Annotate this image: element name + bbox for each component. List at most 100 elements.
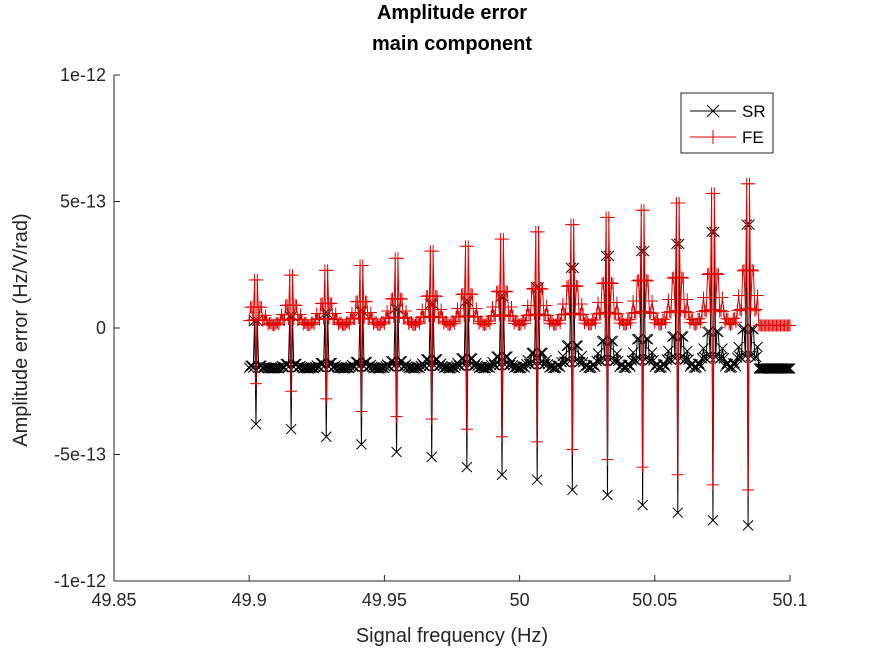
data-point-fe — [592, 296, 605, 309]
data-point-fe — [483, 317, 496, 330]
legend-box — [680, 92, 774, 154]
legend-label-sr: SR — [742, 102, 766, 121]
x-axis-label: Signal frequency (Hz) — [356, 625, 548, 647]
data-point-sr — [712, 326, 724, 338]
data-point-fe — [706, 478, 719, 491]
data-point-sr — [748, 324, 759, 335]
data-point-sr — [419, 360, 431, 372]
data-point-sr — [488, 359, 500, 371]
data-point-sr — [672, 507, 684, 519]
data-point-sr — [781, 363, 793, 374]
data-point-fe — [748, 304, 761, 317]
data-point-fe — [490, 285, 503, 298]
data-point-sr — [576, 350, 588, 362]
data-point-fe — [681, 293, 694, 306]
data-point-sr — [523, 358, 535, 370]
data-point-fe — [417, 310, 430, 323]
data-point-fe — [609, 307, 622, 320]
data-point-sr — [443, 362, 455, 374]
data-point-fe — [747, 264, 760, 277]
data-point-fe — [517, 314, 530, 327]
data-point-fe — [750, 303, 763, 316]
data-point-fe — [732, 289, 745, 302]
data-point-fe — [451, 302, 464, 315]
data-point-sr — [595, 355, 607, 367]
data-point-fe — [486, 300, 499, 313]
data-point-sr — [642, 334, 654, 345]
plot-area — [243, 177, 796, 531]
data-point-fe — [521, 299, 534, 312]
data-point-fe — [364, 306, 377, 319]
data-point-fe — [356, 259, 369, 272]
data-point-sr — [780, 363, 792, 374]
data-point-fe — [601, 453, 614, 466]
data-point-fe — [560, 280, 573, 293]
data-point-fe — [736, 264, 749, 277]
data-point-fe — [425, 413, 438, 426]
data-point-fe — [710, 267, 723, 280]
data-point-fe — [464, 287, 477, 300]
data-point-fe — [701, 268, 714, 281]
data-point-fe — [716, 291, 729, 304]
data-point-fe — [743, 177, 756, 190]
data-point-fe — [733, 303, 746, 316]
x-tick-label: 50.05 — [632, 590, 677, 610]
data-point-fe — [294, 308, 307, 321]
data-point-fe — [671, 468, 684, 481]
data-point-fe — [663, 305, 676, 318]
data-point-fe — [391, 252, 404, 265]
data-point-fe — [452, 310, 465, 323]
data-point-sr — [607, 335, 619, 347]
data-point-sr — [572, 340, 584, 352]
data-point-fe — [325, 297, 338, 310]
data-point-sr — [453, 360, 465, 371]
data-point-fe — [662, 293, 675, 306]
data-point-sr — [665, 354, 677, 366]
data-point-fe — [466, 288, 479, 301]
data-point-sr — [752, 341, 763, 353]
data-point-fe — [636, 461, 649, 474]
y-tick-label: 1e-12 — [60, 65, 106, 85]
data-point-fe — [593, 307, 606, 320]
chart-title-line-1: Amplitude error — [377, 2, 527, 24]
data-point-fe — [275, 308, 288, 321]
data-point-fe — [259, 309, 272, 322]
data-point-sr — [707, 514, 719, 526]
y-tick-label: 5e-13 — [60, 192, 106, 212]
data-point-fe — [642, 274, 655, 287]
legend: SR FE — [680, 92, 774, 154]
data-point-sr — [602, 489, 613, 501]
data-point-sr — [566, 484, 578, 496]
y-ticks: 1e-12 5e-13 0 -5e-13 -1e-12 — [54, 65, 120, 591]
data-point-fe — [624, 316, 637, 329]
data-point-fe — [694, 316, 707, 329]
data-point-sr — [521, 358, 532, 370]
data-point-fe — [558, 307, 571, 320]
data-point-fe — [448, 317, 461, 330]
data-point-fe — [470, 302, 483, 315]
data-point-fe — [612, 307, 625, 320]
data-point-fe — [523, 308, 536, 321]
data-point-fe — [535, 282, 548, 295]
data-point-fe — [637, 204, 650, 217]
data-point-sr — [733, 341, 744, 353]
data-point-sr — [426, 451, 438, 463]
data-point-fe — [497, 233, 510, 246]
data-point-fe — [628, 306, 641, 319]
data-point-sr — [677, 331, 689, 342]
data-point-fe — [717, 305, 730, 318]
data-point-sr — [625, 361, 636, 373]
data-point-sr — [735, 352, 747, 364]
data-point-sr — [631, 334, 643, 345]
data-point-fe — [646, 294, 659, 307]
data-point-sr — [779, 363, 790, 374]
data-point-fe — [570, 279, 583, 292]
data-point-sr — [561, 340, 573, 352]
data-point-fe — [742, 483, 755, 496]
data-point-fe — [677, 272, 690, 285]
data-point-fe — [606, 277, 619, 290]
data-point-sr — [742, 519, 754, 531]
data-point-sr — [610, 355, 621, 366]
data-point-sr — [338, 363, 350, 374]
data-point-fe — [746, 263, 759, 276]
